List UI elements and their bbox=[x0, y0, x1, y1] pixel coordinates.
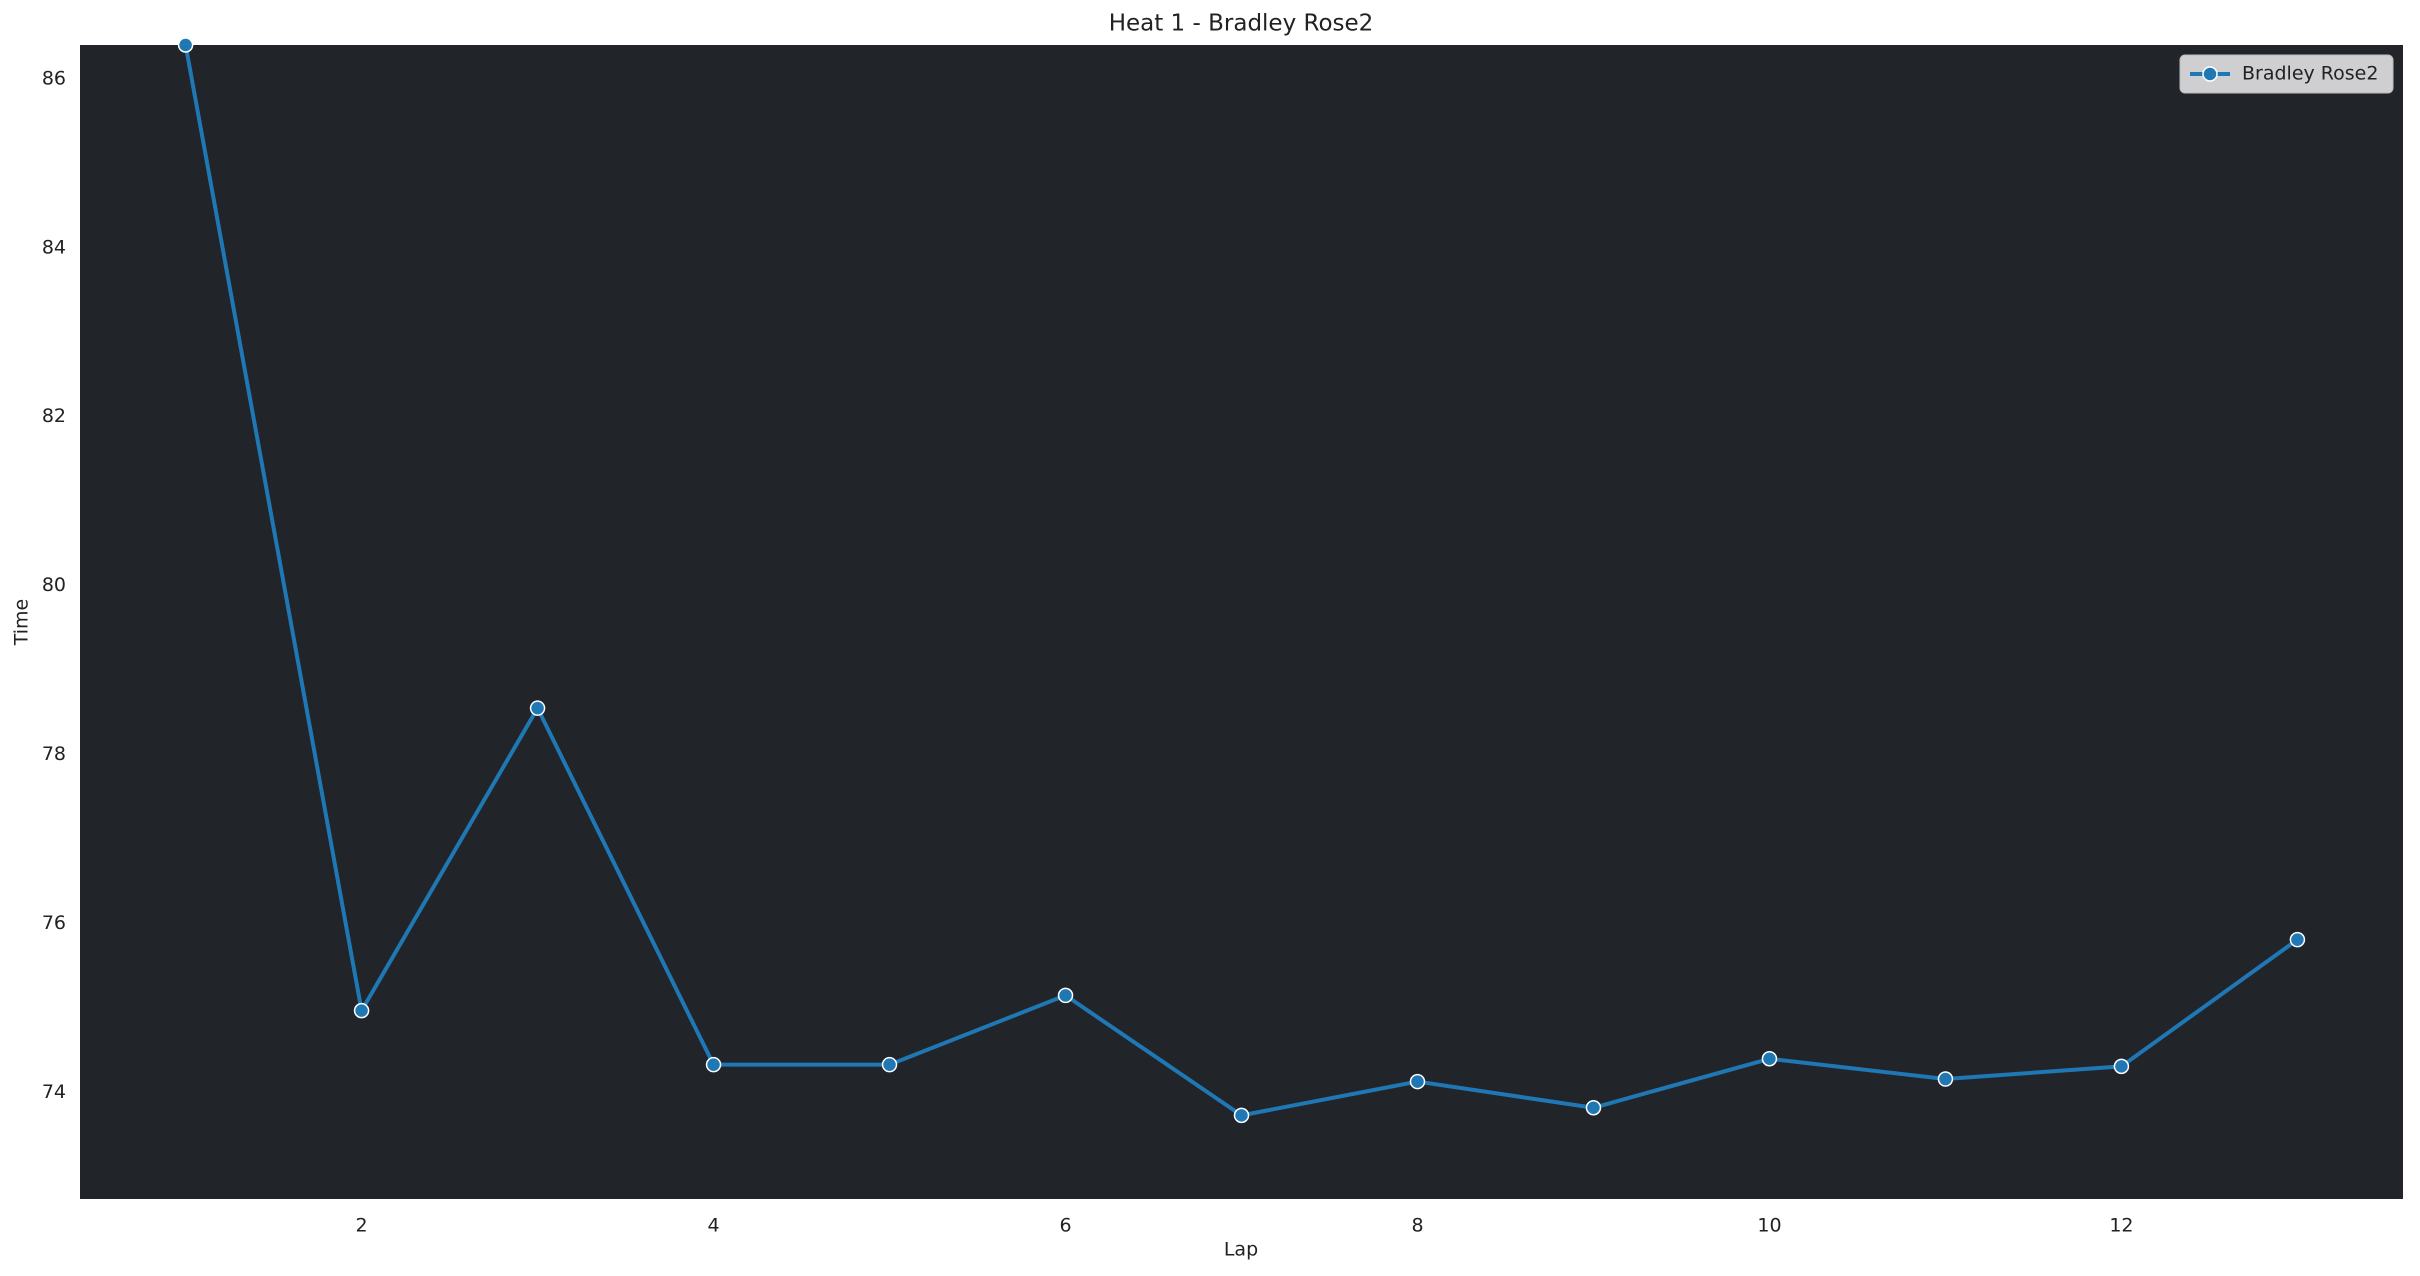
y-tick-label: 84 bbox=[42, 236, 66, 258]
legend-box bbox=[2179, 54, 2394, 94]
y-tick-label: 82 bbox=[42, 405, 66, 427]
marker bbox=[353, 1002, 370, 1019]
marker bbox=[1761, 1051, 1778, 1067]
x-tick-label: 4 bbox=[707, 1215, 719, 1237]
x-tick-label: 12 bbox=[2109, 1215, 2133, 1237]
y-tick-label: 74 bbox=[42, 1081, 66, 1103]
marker bbox=[705, 1056, 722, 1073]
marker bbox=[881, 1056, 898, 1073]
y-tick-label: 78 bbox=[42, 743, 66, 765]
marker bbox=[177, 37, 194, 53]
legend-marker bbox=[2202, 66, 2218, 82]
x-tick-label: 8 bbox=[1411, 1215, 1423, 1237]
marker bbox=[1937, 1071, 1954, 1087]
y-axis-label: Time bbox=[11, 599, 33, 647]
legend-label: Bradley Rose2 bbox=[2242, 63, 2378, 85]
plot-area bbox=[80, 45, 2403, 1199]
x-tick-label: 10 bbox=[1757, 1215, 1781, 1237]
y-tick-label: 76 bbox=[42, 912, 66, 934]
marker bbox=[2289, 931, 2306, 948]
x-axis-label: Lap bbox=[1224, 1239, 1258, 1261]
marker bbox=[1585, 1100, 1602, 1116]
y-tick-label: 86 bbox=[42, 67, 66, 89]
marker bbox=[1409, 1073, 1426, 1090]
marker bbox=[2113, 1058, 2130, 1075]
x-tick-label: 2 bbox=[356, 1215, 368, 1237]
marker bbox=[529, 700, 546, 716]
marker bbox=[1233, 1107, 1250, 1124]
chart-title: Heat 1 - Bradley Rose2 bbox=[1109, 11, 1374, 37]
x-tick-label: 6 bbox=[1059, 1215, 1071, 1237]
marker bbox=[1057, 987, 1074, 1004]
y-tick-label: 80 bbox=[42, 574, 66, 596]
